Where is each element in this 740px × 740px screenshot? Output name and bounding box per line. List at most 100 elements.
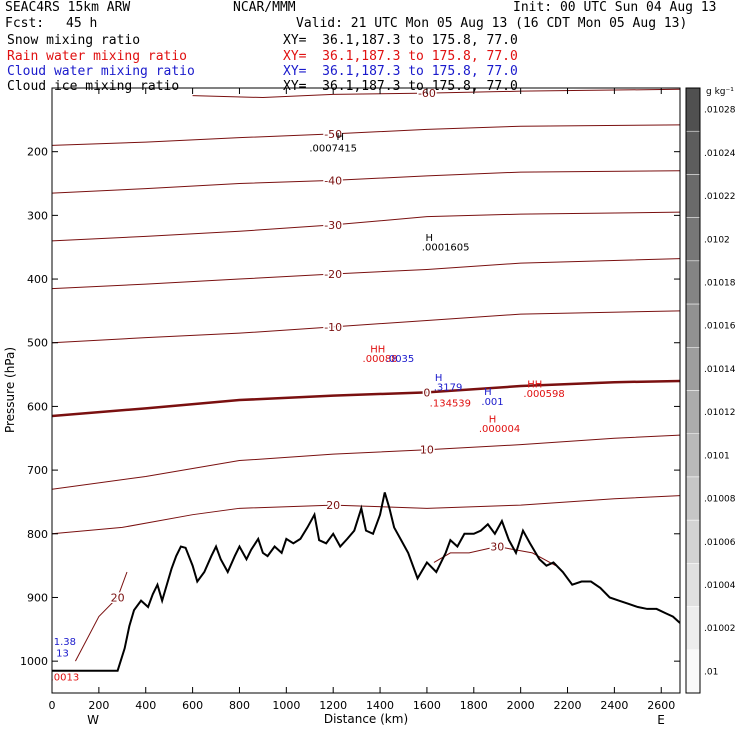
field-cloud-name: Cloud water mixing ratio [7, 64, 195, 79]
maximum-label: .00088 [363, 354, 398, 365]
maximum-label: .000598 [523, 389, 564, 400]
colorbar-label: .01006 [704, 538, 736, 548]
colorbar-swatch [685, 390, 701, 434]
east-label: E [657, 713, 665, 727]
y-tick-label: 900 [27, 591, 48, 604]
y-tick-label: 300 [27, 209, 48, 222]
x-tick-label: 400 [135, 699, 156, 712]
x-tick-label: 2600 [647, 699, 675, 712]
maximum-label: .0007415 [309, 144, 357, 155]
y-axis-label: Pressure (hPa) [3, 347, 17, 433]
maximum-label: .001 [481, 397, 503, 408]
plot-area: -70-60-50-40-30-20-10010202030H.0007415H… [51, 76, 680, 683]
maximum-label: .000004 [479, 424, 520, 435]
colorbar-label: .01016 [704, 322, 736, 332]
contour-label: -70 [488, 76, 506, 89]
temperature-contour [52, 495, 680, 535]
temperature-contour [333, 80, 680, 85]
contour-label: -30 [324, 219, 342, 232]
field-rain-name: Rain water mixing ratio [7, 49, 188, 64]
temperature-contour [52, 310, 680, 344]
field-cloud-xy: XY= 36.1,187.3 to 175.8, 77.0 [283, 64, 518, 79]
temperature-contour [52, 211, 680, 242]
colorbar-label: .01012 [704, 408, 736, 418]
maximum-label: H [426, 233, 434, 244]
contour-label: -60 [418, 87, 436, 100]
x-tick-label: 1600 [413, 699, 441, 712]
x-tick-label: 2000 [507, 699, 535, 712]
x-tick-label: 1800 [460, 699, 488, 712]
colorbar-swatch [685, 174, 701, 218]
west-label: W [87, 713, 99, 727]
temperature-contour [52, 379, 680, 418]
y-tick-label: 700 [27, 464, 48, 477]
y-tick-label: 200 [27, 146, 48, 159]
y-tick-label: 1000 [20, 655, 48, 668]
colorbar-swatch [685, 217, 701, 262]
header-org: NCAR/MMM [233, 0, 296, 15]
colorbar-label: .0101 [704, 451, 730, 461]
y-tick-label: 600 [27, 400, 48, 413]
header-fcst-value: 45 h [66, 16, 98, 31]
colorbar-swatch [685, 260, 701, 305]
y-tick-label: 800 [27, 528, 48, 541]
colorbar-label: .01018 [704, 278, 736, 288]
x-tick-label: 2400 [600, 699, 628, 712]
field-rain-xy: XY= 36.1,187.3 to 175.8, 77.0 [283, 49, 518, 64]
y-tick-label: 400 [27, 273, 48, 286]
colorbar-swatch [685, 433, 701, 478]
temperature-contour [74, 571, 128, 662]
contour-label: 20 [326, 499, 340, 512]
colorbar-label: .0102 [704, 235, 730, 245]
header-model: SEAC4RS 15km ARW [5, 0, 131, 15]
temperature-contour [52, 434, 680, 490]
maximum-label: .0035 [386, 354, 415, 365]
maximum-label: .134539 [430, 398, 471, 409]
colorbar-swatch [685, 130, 701, 175]
maximum-label: 1.38 [54, 637, 76, 648]
maximum-label: H [435, 373, 443, 384]
colorbar-swatch [685, 87, 701, 132]
field-ice-xy: XY= 36.1,187.3 to 175.8, 77.0 [283, 79, 518, 94]
maximum-label: H [484, 387, 492, 398]
colorbar-swatch [685, 347, 701, 391]
colorbar-label: .01008 [704, 495, 736, 505]
colorbar-label: .01028 [704, 106, 736, 116]
maximum-label: HH [370, 344, 385, 355]
x-axis-label: Distance (km) [324, 712, 408, 726]
colorbar-label: .01014 [704, 365, 736, 375]
x-tick-label: 1200 [319, 699, 347, 712]
field-snow-xy: XY= 36.1,187.3 to 175.8, 77.0 [283, 33, 518, 48]
colorbar-label: .01022 [704, 192, 736, 202]
contour-label: 0 [423, 386, 430, 399]
contour-label: -10 [324, 321, 342, 334]
maximum-label: 13 [56, 649, 69, 660]
x-tick-label: 600 [182, 699, 203, 712]
header-init: Init: 00 UTC Sun 04 Aug 13 [513, 0, 717, 15]
maximum-label: .3179 [434, 383, 463, 394]
colorbar-frame [685, 87, 701, 694]
temperature-contour [52, 258, 680, 290]
colorbar-swatch [685, 476, 701, 521]
maximum-label: H [489, 414, 497, 425]
header-fcst-label: Fcst: [5, 16, 45, 31]
maximum-label: .0001605 [422, 242, 470, 253]
x-tick-label: 0 [49, 699, 56, 712]
maximum-label: HH [527, 379, 542, 390]
colorbar-label: .01024 [704, 149, 736, 159]
colorbar-swatch [685, 606, 701, 651]
contour-label: 30 [490, 541, 504, 554]
colorbar-swatch [685, 519, 701, 564]
colorbar-unit: g kg⁻¹ [706, 87, 734, 97]
field-ice-name: Cloud ice mixing ratio [7, 79, 180, 94]
contour-label: -20 [324, 268, 342, 281]
maximum-label: .0013 [51, 672, 80, 683]
colorbar-label: .01004 [704, 581, 736, 591]
maximum-label: H [336, 132, 344, 143]
contour-label: -50 [324, 128, 342, 141]
temperature-contour [192, 88, 680, 99]
temperature-contour [52, 124, 680, 146]
field-snow-name: Snow mixing ratio [7, 33, 141, 48]
colorbar-swatch [685, 649, 701, 694]
